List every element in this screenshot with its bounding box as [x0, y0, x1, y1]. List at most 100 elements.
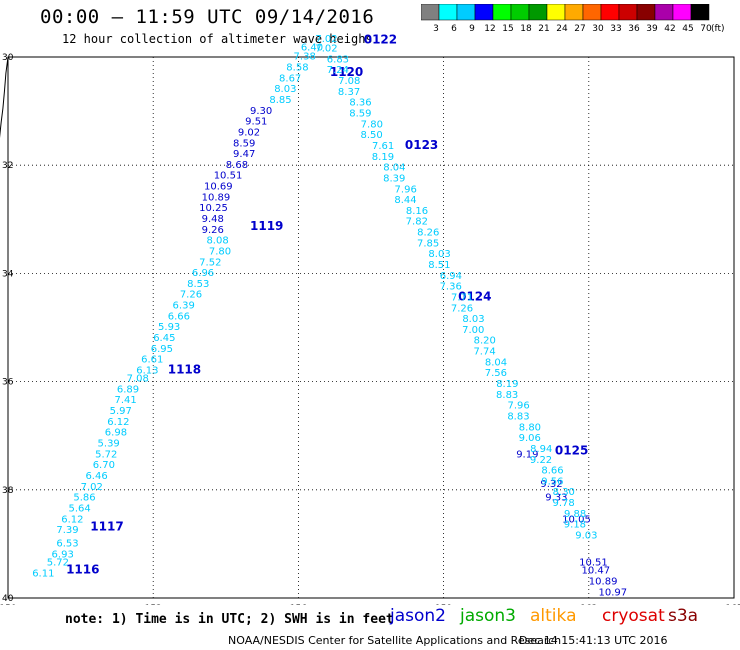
lon-tick-label: 162: [580, 604, 597, 605]
swh-value-label: 9.88: [564, 509, 586, 520]
swh-value-label: 5.86: [73, 493, 95, 504]
swh-value-label: 7.02: [315, 44, 337, 55]
swh-value-label: 9.06: [519, 433, 541, 444]
swh-value-label: 6.39: [173, 301, 195, 312]
swh-value-label: 9.03: [575, 530, 597, 541]
swh-value-label: 8.85: [269, 95, 291, 106]
swh-value-label: 8.36: [349, 98, 371, 109]
swh-value-label: 8.83: [507, 411, 529, 422]
colorbar-tick-label: 27: [574, 24, 585, 34]
swh-value-label: 8.04: [485, 357, 507, 368]
swh-value-label: 10.69: [204, 182, 233, 193]
lon-tick-label: 165: [725, 604, 740, 605]
coastline: [0, 56, 9, 139]
colorbar-tick-label: 21: [538, 24, 549, 34]
swh-value-label: 8.08: [206, 236, 228, 247]
lon-tick-label: 153: [145, 604, 162, 605]
swh-value-label: 5.72: [95, 449, 117, 460]
legend-s3a: s3a: [668, 606, 699, 626]
swh-value-label: 10.89: [589, 576, 618, 587]
swh-value-label: 8.67: [279, 73, 301, 84]
swh-value-label: 9.51: [245, 117, 267, 128]
swh-value-label: 10.05: [562, 514, 591, 525]
swh-value-label: 8.53: [187, 279, 209, 290]
map-title: 00:00 – 11:59 UTC 09/14/2016: [40, 6, 375, 28]
swh-value-label: 9.56: [541, 476, 563, 487]
colorbar-tick-label: 70: [700, 24, 712, 34]
lat-tick-label: 38: [2, 486, 14, 496]
colorbar-swatch: [690, 4, 710, 21]
swh-value-label: 6.83: [327, 54, 349, 65]
swh-value-label: 7.96: [395, 184, 417, 195]
swh-value-label: 6.89: [117, 384, 139, 395]
swh-value-label: 8.37: [338, 87, 360, 98]
swh-value-label: 7.74: [473, 347, 495, 358]
colorbar-tick-label: 45: [682, 24, 693, 34]
swh-value-label: 8.20: [474, 336, 496, 347]
swh-value-label: 10.25: [199, 203, 228, 214]
swh-value-label: 6.94: [440, 271, 462, 282]
swh-value-label: 6.11: [32, 568, 54, 579]
swh-value-label: 6.98: [105, 428, 127, 439]
swh-value-label: 6.13: [136, 365, 158, 376]
swh-value-label: 8.66: [541, 466, 563, 477]
swh-value-label: 9.48: [202, 214, 224, 225]
swh-value-label: 6.66: [168, 311, 190, 322]
swh-value-label: 9.19: [516, 449, 538, 460]
credit-text: NOAA/NESDIS Center for Satellite Applica…: [228, 634, 562, 647]
swh-value-label: 7.02: [81, 482, 103, 493]
swh-value-label: 5.64: [69, 503, 91, 514]
swh-value-label: 8.59: [349, 109, 371, 120]
pass-number-label: 1120: [330, 65, 363, 79]
swh-value-label: 6.93: [52, 549, 74, 560]
pass-number-label: 1118: [168, 362, 201, 376]
swh-value-label: 9.78: [553, 498, 575, 509]
swh-value-label: 5.39: [98, 439, 120, 450]
swh-value-label: 5.93: [158, 322, 180, 333]
swh-value-label: 8.39: [383, 173, 405, 184]
colorbar-tick-label: 30: [592, 24, 604, 34]
swh-value-label: 6.12: [107, 417, 129, 428]
lat-tick-label: 36: [2, 378, 14, 388]
swh-value-label: 7.41: [114, 395, 136, 406]
colorbar-tick-label: 12: [484, 24, 495, 34]
swh-value-label: 9.02: [238, 127, 260, 138]
swh-value-label: 6.61: [141, 355, 163, 366]
swh-value-label: 8.03: [274, 84, 296, 95]
pass-number-label: 1116: [66, 563, 99, 577]
swh-value-label: 8.80: [519, 422, 541, 433]
swh-value-label: 10.51: [214, 171, 243, 182]
swh-value-label: 8.19: [496, 379, 518, 390]
swh-value-label: 7.26: [180, 290, 202, 301]
generated-timestamp: Dec 14 15:41:13 UTC 2016: [519, 634, 668, 647]
swh-value-label: 10.47: [582, 566, 611, 577]
lat-tick-label: 32: [2, 161, 13, 171]
pass-number-label: 0123: [405, 138, 438, 152]
swh-value-label: 8.04: [383, 163, 405, 174]
swh-value-label: 8.44: [394, 195, 416, 206]
lon-tick-label: 159: [435, 604, 452, 605]
swh-value-label: 7.61: [372, 141, 394, 152]
lat-tick-label: 40: [2, 594, 14, 604]
wave-height-map: 1501531561591621653032343638406.115.726.…: [0, 32, 740, 605]
legend-cryosat: cryosat: [602, 606, 665, 626]
colorbar-tick-label: 33: [610, 24, 621, 34]
swh-value-label: 7.38: [294, 52, 316, 63]
legend-altika: altika: [530, 606, 577, 626]
swh-value-label: 8.16: [406, 206, 428, 217]
swh-value-label: 7.00: [462, 325, 484, 336]
swh-value-label: 8.30: [553, 487, 575, 498]
swh-value-label: 7.02: [315, 34, 337, 45]
pass-number-label: 0125: [555, 444, 588, 458]
swh-value-label: 8.59: [233, 138, 255, 149]
pass-number-label: 0124: [458, 289, 491, 303]
swh-value-label: 6.46: [85, 471, 107, 482]
swh-value-label: 7.39: [56, 525, 78, 536]
pass-number-label: 0122: [364, 32, 397, 46]
swh-value-label: 8.50: [361, 130, 383, 141]
swh-value-label: 9.30: [250, 106, 272, 117]
colorbar-tick-label: 39: [646, 24, 658, 34]
swh-value-label: 10.97: [598, 587, 627, 598]
swh-value-label: 7.80: [361, 119, 383, 130]
pass-number-label: 1117: [90, 519, 123, 533]
